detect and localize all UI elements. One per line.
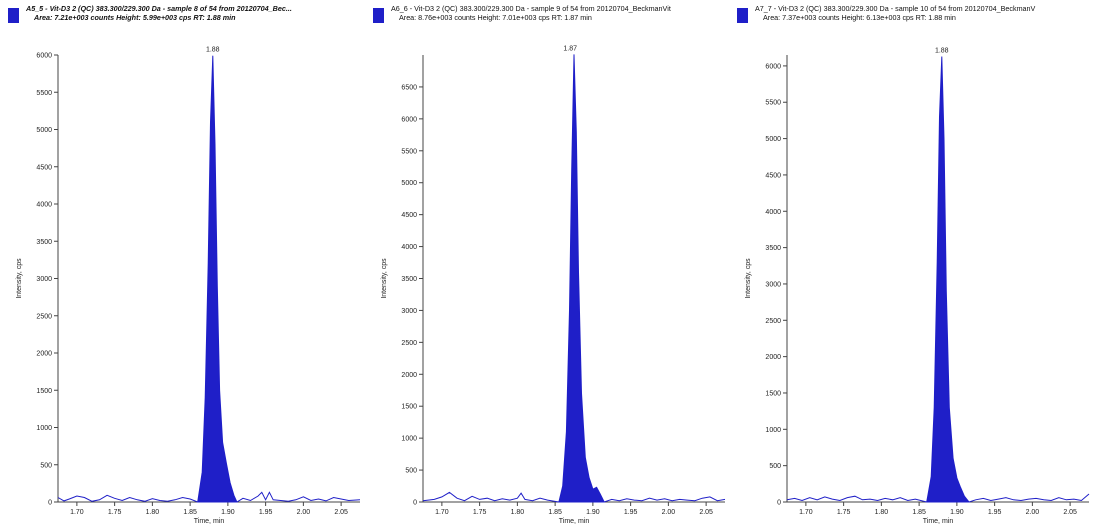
x-tick-label: 1.90 [950,509,964,516]
y-tick-label: 3000 [36,276,52,283]
legend-title-line2: Area: 7.37e+003 counts Height: 6.13e+003… [763,13,956,22]
x-tick-label: 1.95 [624,509,638,516]
y-tick-label: 2000 [765,354,781,361]
y-axis-label: Intensity, cps [745,258,752,299]
x-tick-label: 2.00 [662,509,676,516]
baseline-trace [786,493,1090,503]
x-tick-label: 1.75 [473,509,487,516]
y-tick-label: 1000 [36,425,52,432]
baseline-trace [422,491,726,503]
y-tick-label: 4000 [401,244,417,251]
x-tick-label: 1.85 [912,509,926,516]
legend-swatch [8,8,19,23]
chart-panel-1: A5_5 - Vit-D3 2 (QC) 383.300/229.300 Da … [8,0,368,526]
y-tick-label: 0 [48,500,52,507]
y-tick-label: 2500 [765,318,781,325]
x-tick-label: 1.85 [183,509,197,516]
y-tick-label: 5000 [401,180,417,187]
x-tick-label: 1.95 [988,509,1002,516]
x-tick-label: 1.85 [548,509,562,516]
legend-title-line1: A5_5 - Vit-D3 2 (QC) 383.300/229.300 Da … [26,4,292,13]
x-axis-label: Time, min [559,518,590,525]
chart-svg-3: 0 500 1000 1500 2000 2500 3000 3500 4000 4500 5000… [745,47,1090,525]
y-tick-label: 1500 [401,404,417,411]
x-tick-label: 2.00 [297,509,311,516]
x-tick-label: 1.95 [259,509,273,516]
y-tick-label: 0 [413,500,417,507]
legend-title-line1: A6_6 - Vit-D3 2 (QC) 383.300/229.300 Da … [391,4,671,13]
y-tick-label: 500 [40,462,52,469]
y-tick-label: 6000 [36,53,52,60]
chart-panel-3: A7_7 - Vit-D3 2 (QC) 383.300/229.300 Da … [737,0,1097,526]
y-tick-label: 1500 [36,388,52,395]
chart-panel-2: A6_6 - Vit-D3 2 (QC) 383.300/229.300 Da … [373,0,733,526]
y-tick-label: 2000 [401,372,417,379]
x-tick-label: 2.00 [1026,509,1040,516]
y-tick-label: 6000 [765,63,781,70]
y-tick-label: 4000 [36,202,52,209]
legend-title-line2: Area: 8.76e+003 counts Height: 7.01e+003… [399,13,592,22]
y-tick-label: 3500 [765,245,781,252]
x-axis-label: Time, min [194,518,225,525]
y-tick-label: 5000 [36,127,52,134]
chart-svg-1: 0 500 1000 1500 2000 2500 3000 3500 4000 4500 5000… [16,47,361,525]
y-tick-label: 6000 [401,116,417,123]
x-tick-label: 1.80 [146,509,160,516]
y-tick-label: 2500 [36,313,52,320]
y-tick-label: 500 [769,463,781,470]
peak-area [926,56,971,503]
x-tick-label: 1.75 [837,509,851,516]
x-tick-label: 2.05 [334,509,348,516]
y-tick-label: 5500 [765,100,781,107]
x-tick-label: 1.90 [586,509,600,516]
peak-label: 1.88 [935,47,949,54]
y-tick-label: 0 [777,500,781,507]
x-tick-label: 2.05 [1063,509,1077,516]
y-tick-label: 1000 [765,427,781,434]
y-tick-label: 2500 [401,340,417,347]
y-tick-label: 3000 [401,308,417,315]
peak-label: 1.87 [563,45,577,52]
y-axis-label: Intensity, cps [16,258,23,299]
y-tick-label: 4500 [36,164,52,171]
y-axis-label: Intensity, cps [381,258,388,299]
peak-area [558,54,606,503]
y-tick-label: 3500 [36,239,52,246]
peak-label: 1.88 [206,47,220,54]
x-tick-label: 2.05 [699,509,713,516]
chart-svg-2: 0 500 1000 1500 2000 2500 3000 3500 4000 4500 5000… [381,45,726,525]
y-tick-label: 4500 [401,212,417,219]
x-tick-label: 1.90 [221,509,235,516]
x-axis-label: Time, min [923,518,954,525]
x-tick-label: 1.70 [799,509,813,516]
y-tick-label: 5000 [765,136,781,143]
legend-swatch [373,8,384,23]
y-tick-label: 1000 [401,436,417,443]
x-tick-label: 1.70 [70,509,84,516]
y-tick-label: 3500 [401,276,417,283]
legend-swatch [737,8,748,23]
y-tick-label: 6500 [401,84,417,91]
y-tick-label: 5500 [36,90,52,97]
y-tick-label: 5500 [401,148,417,155]
legend-title-line2: Area: 7.21e+003 counts Height: 5.99e+003… [34,13,236,22]
x-tick-label: 1.80 [875,509,889,516]
y-tick-label: 1500 [765,390,781,397]
x-tick-label: 1.70 [435,509,449,516]
y-tick-label: 4000 [765,209,781,216]
y-tick-label: 3000 [765,281,781,288]
y-tick-label: 500 [405,468,417,475]
legend-title-line1: A7_7 - Vit-D3 2 (QC) 383.300/229.300 Da … [755,4,1036,13]
x-tick-label: 1.80 [511,509,525,516]
x-tick-label: 1.75 [108,509,122,516]
y-tick-label: 2000 [36,351,52,358]
peak-area [197,55,238,503]
y-tick-label: 4500 [765,172,781,179]
